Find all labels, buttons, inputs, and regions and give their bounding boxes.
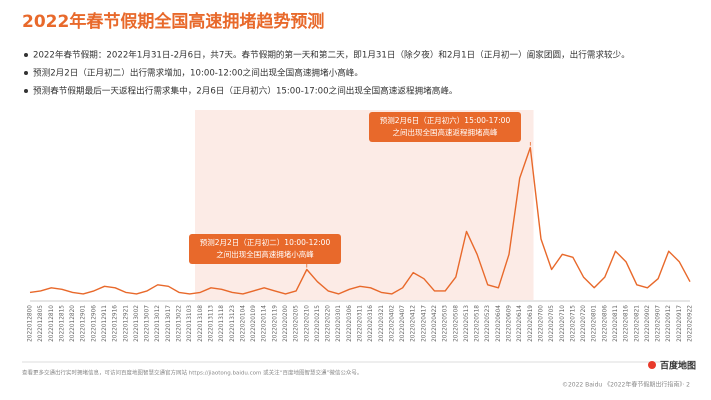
x-tick-label: 2022020109 <box>251 305 257 342</box>
x-tick-label: 2022020811 <box>613 305 619 342</box>
x-tick-label: 2022020715 <box>570 305 576 342</box>
x-tick-label: 2022020902 <box>645 305 651 342</box>
bullet-dot <box>24 53 28 57</box>
annotation-text: 之间出现全国高速返程拥堵高峰 <box>393 127 498 137</box>
x-tick-label: 2022012911 <box>102 305 108 342</box>
x-tick-label: 2022020912 <box>666 305 672 342</box>
x-tick-label: 2022020508 <box>453 305 459 342</box>
annotation-text: 预测2月6日（正月初六）15:00-17:00 <box>380 115 511 125</box>
x-tick-label: 2022020609 <box>507 305 513 342</box>
chart: 2022012800 2022012805 2022012810 2022012815… <box>28 110 694 342</box>
x-tick-label: 2022020119 <box>272 305 278 342</box>
x-tick-label: 2022012805 <box>38 305 44 342</box>
x-tick-label: 2022020402 <box>389 305 395 342</box>
bullet: 预测春节假期最后一天返程出行需求集中，2月6日（正月初六）15:00-17:00… <box>33 85 458 97</box>
copyright: ©2022 Baidu 《2022年春节假期出行指南》· 2 <box>562 381 690 389</box>
x-tick-label: 2022013113 <box>208 305 214 342</box>
x-tick-label: 2022020412 <box>411 305 417 342</box>
x-tick-label: 2022013123 <box>230 305 236 342</box>
x-tick-label: 2022020422 <box>432 305 438 342</box>
x-tick-label: 2022013103 <box>187 305 193 342</box>
x-tick-label: 2022020311 <box>358 305 364 342</box>
x-tick-label: 2022020220 <box>326 305 332 342</box>
x-tick-label: 2022020816 <box>624 305 630 342</box>
x-tick-label: 2022020922 <box>688 305 694 342</box>
x-tick-label: 2022012815 <box>59 305 65 342</box>
x-tick-label: 2022020518 <box>475 305 481 342</box>
annotation-box <box>189 234 341 264</box>
x-tick-label: 2022013108 <box>198 305 204 342</box>
annotation-text: 之间出现全国高速拥堵小高峰 <box>216 249 314 259</box>
annotation-box <box>369 112 521 142</box>
logo-icon <box>648 361 656 369</box>
footer-note: 查看更多交通出行实时拥堵信息，可访问百度地图智慧交通官方网站 https://j… <box>22 369 362 377</box>
x-tick-label: 2022020200 <box>283 305 289 342</box>
x-tick-label: 2022013002 <box>134 305 140 342</box>
bullet: 预测2月2日（正月初二）出行需求增加，10:00-12:00之间出现全国高速拥堵… <box>33 67 363 79</box>
x-tick-label: 2022012906 <box>91 305 97 342</box>
x-tick-label: 2022020821 <box>634 305 640 342</box>
x-tick-label: 2022020604 <box>496 305 502 342</box>
x-tick-label: 2022020104 <box>240 305 246 342</box>
x-tick-label: 2022013017 <box>166 305 172 342</box>
x-tick-label: 2022020806 <box>602 305 608 342</box>
x-tick-label: 2022012810 <box>49 305 55 342</box>
annotation-text: 预测2月2日（正月初二）10:00-12:00 <box>200 237 331 247</box>
x-tick-label: 2022020523 <box>485 305 491 342</box>
x-tick-label: 2022020907 <box>656 305 662 342</box>
x-tick-label: 2022013118 <box>219 305 225 342</box>
x-tick-label: 2022020417 <box>421 305 427 342</box>
x-tick-label: 2022020316 <box>368 305 374 342</box>
x-tick-label: 2022020306 <box>347 305 353 342</box>
title: 2022年春节假期全国高速拥堵趋势预测 <box>22 11 324 32</box>
x-tick-label: 2022012901 <box>81 305 87 342</box>
x-tick-label: 2022020614 <box>517 305 523 342</box>
x-tick-label: 2022020700 <box>538 305 544 342</box>
x-tick-label: 2022013007 <box>145 305 151 342</box>
x-tick-label: 2022012916 <box>113 305 119 342</box>
x-tick-label: 2022020619 <box>528 305 534 342</box>
x-tick-label: 2022020917 <box>677 305 683 342</box>
x-tick-label: 2022020801 <box>592 305 598 342</box>
x-tick-label: 2022013022 <box>177 305 183 342</box>
logo: 百度地图 <box>660 360 696 372</box>
x-tick-label: 2022020705 <box>549 305 555 342</box>
x-tick-label: 2022020720 <box>581 305 587 342</box>
x-tick-label: 2022020205 <box>294 305 300 342</box>
x-tick-label: 2022012820 <box>70 305 76 342</box>
bullet-dot <box>24 89 28 93</box>
x-tick-label: 2022020503 <box>443 305 449 342</box>
bullet-dot <box>24 71 28 75</box>
x-tick-label: 2022012800 <box>28 305 34 342</box>
line <box>29 146 691 295</box>
x-tick-label: 2022020210 <box>304 305 310 342</box>
x-tick-label: 2022020114 <box>262 305 268 342</box>
x-tick-label: 2022020301 <box>336 305 342 342</box>
bullet: 2022年春节假期：2022年1月31日-2月6日，共7天。春节假期的第一天和第… <box>33 49 630 61</box>
x-tick-label: 2022020407 <box>400 305 406 342</box>
x-tick-label: 2022020710 <box>560 305 566 342</box>
x-tick-label: 2022020321 <box>379 305 385 342</box>
x-tick-label: 2022020215 <box>315 305 321 342</box>
x-tick-label: 2022012921 <box>123 305 129 342</box>
x-tick-label: 2022013012 <box>155 305 161 342</box>
x-tick-label: 2022020513 <box>464 305 470 342</box>
